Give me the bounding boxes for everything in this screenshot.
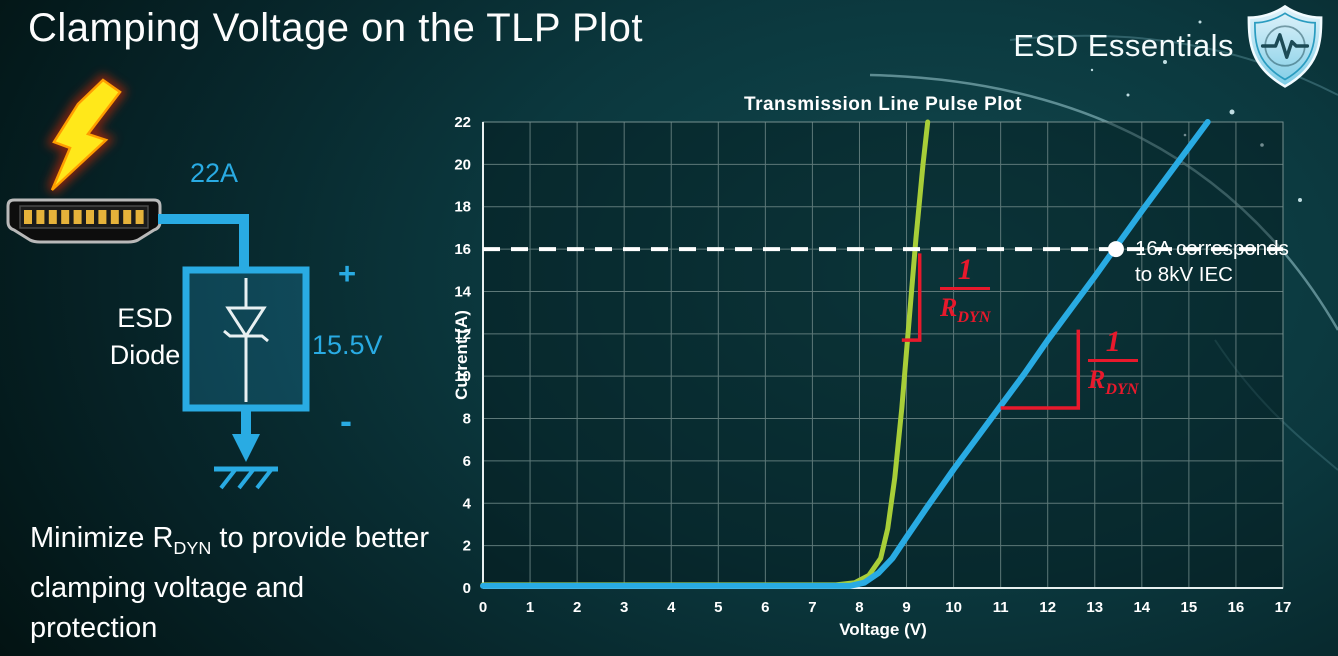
x-tick-label: 12 (1039, 599, 1056, 616)
esd-essentials-shield-icon (1247, 4, 1323, 88)
chart-title: Transmission Line Pulse Plot (744, 94, 1022, 115)
esd-diode-label-line1: ESD (117, 303, 173, 333)
iec-marker-dot (1107, 241, 1124, 258)
hdmi-pins (24, 210, 144, 224)
note-subscript: DYN (173, 537, 212, 558)
clamping-voltage-label: 15.5V (312, 330, 383, 360)
x-tick-label: 8 (855, 599, 863, 616)
x-tick-label: 17 (1275, 599, 1292, 616)
sparkles (1090, 20, 1302, 202)
brand: ESD Essentials (1013, 0, 1328, 92)
x-tick-label: 0 (479, 599, 487, 616)
x-tick-label: 1 (526, 599, 534, 616)
lightning-bolt-icon (50, 78, 122, 191)
surge-current-label: 22A (190, 158, 239, 188)
y-tick-label: 0 (463, 580, 471, 597)
rdyn-slope-marker (901, 253, 922, 342)
x-tick-label: 6 (761, 599, 769, 616)
rdyn-fraction-blue: 1 RDYN (1088, 326, 1139, 408)
x-tick-label: 3 (620, 599, 628, 616)
iec-annotation-line1: 16A corresponds (1135, 237, 1289, 260)
fraction-denominator: RDYN (1088, 365, 1139, 399)
y-tick-label: 18 (454, 199, 471, 216)
x-tick-label: 14 (1133, 599, 1150, 616)
rdyn-slope-marker (1000, 329, 1081, 410)
background-swoosh (869, 73, 1338, 331)
fraction-denominator: RDYN (940, 293, 991, 327)
background-swoosh (1214, 339, 1338, 471)
y-tick-label: 2 (463, 538, 471, 555)
page-title: Clamping Voltage on the TLP Plot (28, 6, 643, 50)
esd-circuit-diagram (6, 73, 310, 490)
x-tick-label: 11 (993, 599, 1009, 616)
x-tick-label: 13 (1086, 599, 1103, 616)
iec-annotation: 16A corresponds to 8kV IEC (1135, 236, 1289, 288)
fraction-numerator: 1 (940, 254, 991, 290)
brand-text: ESD Essentials (1013, 28, 1234, 63)
x-tick-label: 9 (902, 599, 910, 616)
ground-symbol-icon (214, 466, 278, 490)
y-tick-label: 12 (454, 326, 471, 343)
y-tick-label: 4 (463, 495, 472, 512)
x-tick-label: 2 (573, 599, 581, 616)
minus-polarity-label: - (340, 400, 352, 441)
takeaway-note: Minimize RDYN to provide better clamping… (30, 518, 430, 648)
x-axis-label: Voltage (V) (839, 620, 927, 639)
esd-diode-label-line2: Diode (109, 340, 181, 370)
x-tick-label: 5 (714, 599, 722, 616)
tlp-plot-canvas: 0 1 2 3 4 5 6 7 8 9 10 11 12 13 14 15 16 1702468101214161… (454, 114, 1292, 616)
esd-diode-label: ESD Diode (100, 300, 190, 374)
zener-diode-icon (223, 278, 269, 402)
y-tick-label: 14 (454, 283, 471, 300)
rdyn-fraction-green: 1 RDYN (940, 254, 991, 336)
plot-area (483, 122, 1283, 588)
note-part1: Minimize R (30, 522, 174, 554)
y-tick-label: 10 (454, 368, 471, 385)
plus-polarity-label: + (338, 256, 357, 291)
y-tick-label: 20 (454, 156, 471, 173)
tlp-chart: Transmission Line Pulse Plot Current (A)… (440, 90, 1338, 656)
y-tick-label: 16 (454, 241, 471, 258)
curve-esd-diode-high-rdyn-blue (480, 119, 1211, 589)
y-tick-label: 6 (463, 453, 471, 470)
iec-annotation-line2: to 8kV IEC (1135, 263, 1233, 286)
surge-wire (158, 214, 249, 272)
pulse-line-icon (1260, 33, 1310, 59)
x-tick-label: 7 (808, 599, 816, 616)
x-tick-label: 16 (1228, 599, 1245, 616)
note-part2: to provide better clamping voltage and p… (30, 522, 429, 644)
y-tick-label: 22 (454, 114, 471, 131)
y-tick-label: 8 (463, 411, 471, 428)
fraction-numerator: 1 (1088, 326, 1139, 362)
down-arrow-icon (232, 434, 260, 462)
x-tick-label: 10 (945, 599, 962, 616)
x-tick-label: 15 (1181, 599, 1198, 616)
x-tick-label: 4 (667, 599, 676, 616)
